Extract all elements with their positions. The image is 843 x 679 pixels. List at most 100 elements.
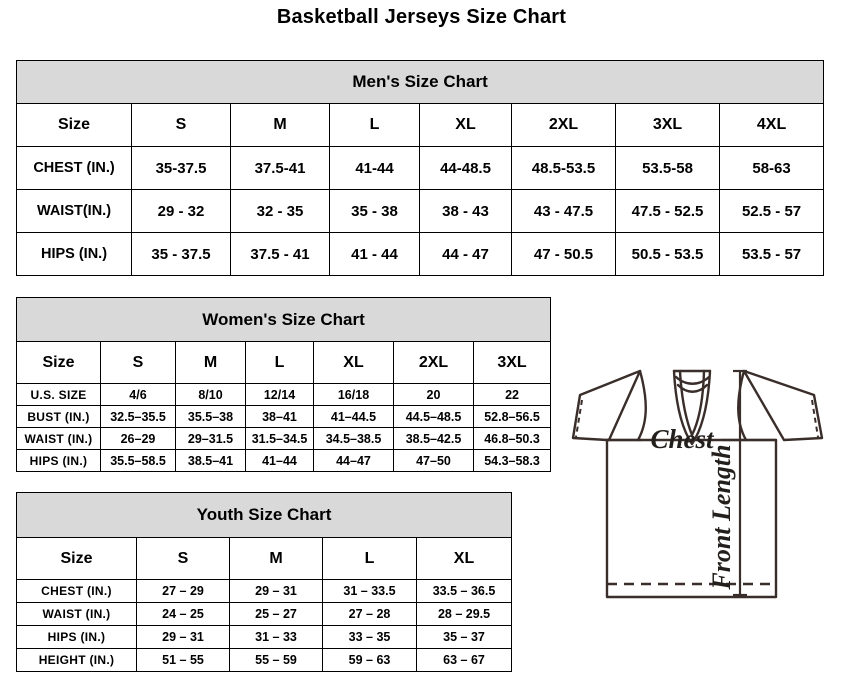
- youth-cell-height-l: 59 – 63: [322, 648, 417, 672]
- youth-col-header-size: Size: [16, 537, 137, 580]
- chest-label: Chest: [650, 424, 715, 454]
- mens-cell-waist-4xl: 52.5 - 57: [718, 189, 825, 233]
- youth-col-header-xl: XL: [415, 537, 513, 580]
- womens-cell-ussize-2xl: 20: [393, 383, 474, 406]
- mens-col-header-s: S: [131, 103, 231, 147]
- mens-col-header-size: Size: [16, 103, 132, 147]
- youth-row-label-height: HEIGHT (IN.): [16, 648, 137, 672]
- womens-header-row: Size S M L XL 2XL 3XL: [16, 341, 552, 384]
- youth-cell-chest-l: 31 – 33.5: [322, 579, 417, 603]
- womens-chart-caption: Women's Size Chart: [15, 297, 552, 342]
- jersey-outline-icon: [571, 369, 824, 599]
- front-length-label: Front Length: [707, 444, 736, 590]
- womens-cell-waist-l: 31.5–34.5: [245, 427, 314, 450]
- womens-col-header-l: L: [245, 341, 314, 384]
- youth-chart-caption: Youth Size Chart: [15, 492, 513, 538]
- womens-cell-bust-2xl: 44.5–48.5: [393, 405, 474, 428]
- mens-col-header-4xl: 4XL: [718, 103, 825, 147]
- womens-cell-waist-s: 26–29: [100, 427, 176, 450]
- youth-col-header-l: L: [322, 537, 417, 580]
- mens-row-label-hips: HIPS (IN.): [16, 232, 132, 276]
- womens-col-header-3xl: 3XL: [472, 341, 552, 384]
- mens-cell-waist-3xl: 47.5 - 52.5: [615, 189, 720, 233]
- mens-size-chart-table: Men's Size Chart Size S M L XL 2XL 3XL 4…: [15, 60, 825, 276]
- sleeve-cuff-stitch-icon: [575, 399, 819, 438]
- table-row: WAIST(IN.) 29 - 32 32 - 35 35 - 38 38 - …: [16, 189, 825, 233]
- table-row: U.S. SIZE 4/6 8/10 12/14 16/18 20 22: [16, 383, 552, 406]
- youth-cell-chest-xl: 33.5 – 36.5: [415, 579, 513, 603]
- womens-col-header-m: M: [175, 341, 246, 384]
- mens-col-header-xl: XL: [419, 103, 512, 147]
- womens-col-header-size: Size: [16, 341, 101, 384]
- page-title: Basketball Jerseys Size Chart: [276, 6, 567, 28]
- mens-cell-hips-3xl: 50.5 - 53.5: [615, 232, 720, 276]
- womens-cell-hips-2xl: 47–50: [393, 449, 474, 472]
- mens-chart-caption: Men's Size Chart: [15, 60, 825, 104]
- womens-col-header-s: S: [100, 341, 176, 384]
- table-row: CHEST (IN.) 27 – 29 29 – 31 31 – 33.5 33…: [16, 579, 513, 603]
- table-row: WAIST (IN.) 26–29 29–31.5 31.5–34.5 34.5…: [16, 427, 552, 450]
- womens-cell-waist-m: 29–31.5: [175, 427, 246, 450]
- womens-cell-waist-2xl: 38.5–42.5: [393, 427, 474, 450]
- womens-row-label-bust: BUST (IN.): [16, 405, 101, 428]
- womens-size-chart-table: Women's Size Chart Size S M L XL 2XL 3XL…: [15, 297, 552, 472]
- youth-cell-hips-l: 33 – 35: [322, 625, 417, 649]
- mens-cell-chest-l: 41-44: [329, 146, 420, 190]
- youth-row-label-chest: CHEST (IN.): [16, 579, 137, 603]
- mens-cell-waist-xl: 38 - 43: [419, 189, 512, 233]
- womens-cell-hips-xl: 44–47: [313, 449, 394, 472]
- mens-col-header-l: L: [329, 103, 420, 147]
- womens-cell-hips-m: 38.5–41: [175, 449, 246, 472]
- mens-cell-hips-s: 35 - 37.5: [131, 232, 231, 276]
- mens-cell-chest-3xl: 53.5-58: [615, 146, 720, 190]
- womens-row-label-waist: WAIST (IN.): [16, 427, 101, 450]
- youth-cell-waist-m: 25 – 27: [229, 602, 323, 626]
- womens-cell-bust-s: 32.5–35.5: [100, 405, 176, 428]
- youth-cell-height-xl: 63 – 67: [415, 648, 513, 672]
- mens-row-label-waist: WAIST(IN.): [16, 189, 132, 233]
- mens-cell-waist-l: 35 - 38: [329, 189, 420, 233]
- youth-cell-chest-m: 29 – 31: [229, 579, 323, 603]
- womens-cell-ussize-m: 8/10: [175, 383, 246, 406]
- mens-cell-hips-l: 41 - 44: [329, 232, 420, 276]
- mens-cell-hips-2xl: 47 - 50.5: [511, 232, 616, 276]
- table-row: HIPS (IN.) 29 – 31 31 – 33 33 – 35 35 – …: [16, 625, 513, 649]
- womens-cell-ussize-l: 12/14: [245, 383, 314, 406]
- youth-cell-height-m: 55 – 59: [229, 648, 323, 672]
- mens-col-header-3xl: 3XL: [615, 103, 720, 147]
- womens-cell-bust-m: 35.5–38: [175, 405, 246, 428]
- youth-cell-height-s: 51 – 55: [136, 648, 230, 672]
- womens-cell-hips-3xl: 54.3–58.3: [472, 449, 552, 472]
- front-length-measure-line-icon: [733, 369, 747, 597]
- youth-cell-chest-s: 27 – 29: [136, 579, 230, 603]
- mens-col-header-2xl: 2XL: [511, 103, 616, 147]
- table-row: WAIST (IN.) 24 – 25 25 – 27 27 – 28 28 –…: [16, 602, 513, 626]
- mens-cell-chest-xl: 44-48.5: [419, 146, 512, 190]
- youth-cell-hips-s: 29 – 31: [136, 625, 230, 649]
- mens-cell-waist-2xl: 43 - 47.5: [511, 189, 616, 233]
- womens-cell-hips-s: 35.5–58.5: [100, 449, 176, 472]
- mens-cell-waist-s: 29 - 32: [131, 189, 231, 233]
- womens-col-header-xl: XL: [313, 341, 394, 384]
- youth-header-row: Size S M L XL: [16, 537, 513, 580]
- table-row: HIPS (IN.) 35.5–58.5 38.5–41 41–44 44–47…: [16, 449, 552, 472]
- womens-cell-ussize-xl: 16/18: [313, 383, 394, 406]
- womens-caption-row: Women's Size Chart: [15, 297, 552, 342]
- youth-cell-waist-s: 24 – 25: [136, 602, 230, 626]
- table-row: HIPS (IN.) 35 - 37.5 37.5 - 41 41 - 44 4…: [16, 232, 825, 276]
- mens-cell-hips-4xl: 53.5 - 57: [718, 232, 825, 276]
- youth-col-header-m: M: [229, 537, 323, 580]
- mens-cell-hips-m: 37.5 - 41: [230, 232, 330, 276]
- womens-cell-bust-3xl: 52.8–56.5: [472, 405, 552, 428]
- youth-cell-waist-l: 27 – 28: [322, 602, 417, 626]
- womens-row-label-us-size: U.S. SIZE: [16, 383, 101, 406]
- youth-caption-row: Youth Size Chart: [15, 492, 513, 538]
- womens-cell-waist-3xl: 46.8–50.3: [472, 427, 552, 450]
- table-row: CHEST (IN.) 35-37.5 37.5-41 41-44 44-48.…: [16, 146, 825, 190]
- mens-cell-chest-s: 35-37.5: [131, 146, 231, 190]
- youth-size-chart-table: Youth Size Chart Size S M L XL CHEST (IN…: [15, 492, 513, 672]
- mens-cell-hips-xl: 44 - 47: [419, 232, 512, 276]
- table-row: BUST (IN.) 32.5–35.5 35.5–38 38–41 41–44…: [16, 405, 552, 428]
- womens-cell-bust-xl: 41–44.5: [313, 405, 394, 428]
- youth-row-label-hips: HIPS (IN.): [16, 625, 137, 649]
